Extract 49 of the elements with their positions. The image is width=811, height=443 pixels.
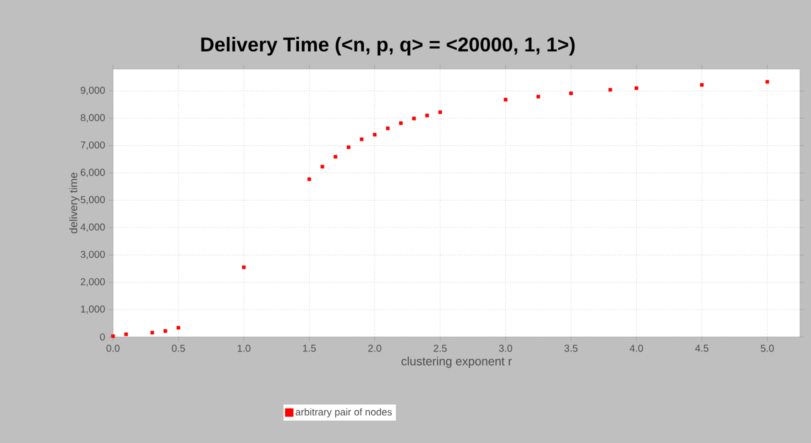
y-tick-label: 5,000 [80, 196, 105, 204]
point [425, 114, 429, 118]
point [111, 334, 115, 338]
x-tick-label: 2.5 [434, 344, 447, 352]
point [608, 88, 612, 92]
point [399, 121, 403, 125]
point [372, 132, 377, 136]
point [176, 326, 180, 330]
point [438, 110, 442, 114]
x-tick-label: 4.5 [695, 344, 708, 352]
point [242, 265, 246, 270]
x-tick-label: 0.0 [106, 344, 120, 352]
y-tick-label: 7,000 [80, 141, 105, 150]
y-tick-label: 9,000 [80, 86, 105, 95]
x-axis-title: clustering exponent r [402, 356, 512, 368]
y-tick-label: 1,000 [81, 306, 105, 314]
point [360, 137, 364, 142]
y-axis-title: delivery time [69, 172, 80, 234]
x-tick-label: 5.0 [760, 344, 774, 352]
point [150, 330, 154, 334]
y-tick-label: 2,000 [80, 278, 105, 286]
y-tick-label: 6,000 [80, 168, 105, 178]
x-tick-label: 3.5 [564, 344, 578, 352]
point [346, 145, 350, 150]
x-tick-label: 0.5 [172, 344, 185, 352]
point [307, 177, 312, 182]
point [334, 154, 338, 159]
x-tick-label: 3.0 [499, 344, 512, 352]
point [320, 164, 324, 168]
y-tick-label: 0 [100, 333, 105, 341]
legend-label: arbitrary pair of nodes [296, 408, 392, 418]
point [412, 116, 416, 120]
x-tick-label: 1.0 [238, 344, 250, 352]
point [504, 98, 508, 102]
y-tick-label: 4,000 [80, 224, 105, 232]
point [700, 83, 704, 87]
y-tick-label: 3,000 [80, 250, 105, 260]
chart-title: Delivery Time (<n, p, q> = <20000, 1, 1>) [201, 36, 575, 56]
point [766, 80, 770, 84]
x-tick-label: 1.5 [303, 344, 316, 352]
y-tick-label: 8,000 [80, 114, 105, 122]
point [386, 126, 390, 130]
point [536, 94, 540, 98]
point [634, 86, 638, 90]
point [569, 92, 573, 96]
point [124, 332, 128, 336]
x-tick-label: 4.0 [630, 344, 643, 352]
point [164, 329, 168, 333]
x-tick-label: 2.0 [368, 344, 382, 352]
